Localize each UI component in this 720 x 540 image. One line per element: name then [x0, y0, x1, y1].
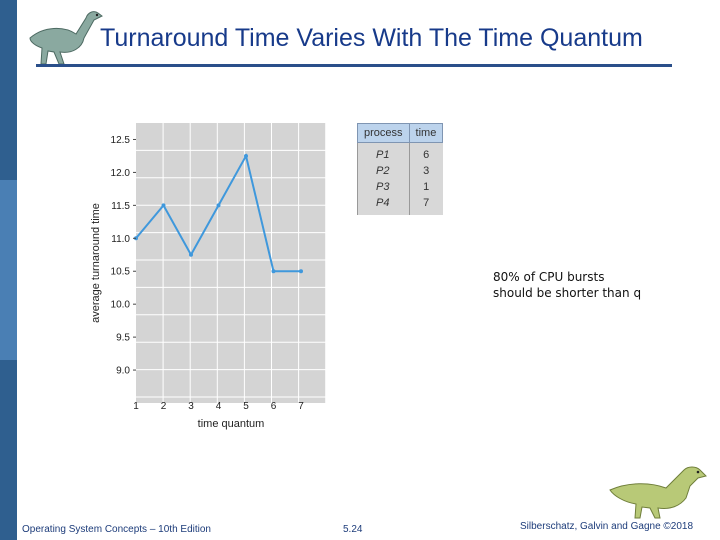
footer-page-number: 5.24 [343, 524, 363, 535]
footer-copyright: Silberschatz, Galvin and Gagne ©2018 [520, 521, 694, 532]
data-point [216, 203, 221, 208]
process-name: P3 [357, 179, 410, 195]
x-tick-label: 6 [271, 401, 277, 412]
process-name: P2 [357, 163, 410, 179]
y-tick-label: 11.5 [111, 201, 130, 212]
process-name: P1 [357, 142, 410, 163]
note-line: 80% of CPU bursts [493, 270, 605, 284]
y-tick-label: 10.0 [111, 300, 131, 311]
note-line: should be shorter than q [493, 286, 642, 300]
table-row: P2 3 [357, 163, 443, 179]
process-table: process time P1 6 P2 3 P3 1 P4 7 [357, 123, 444, 215]
table-row: P4 7 [357, 195, 443, 215]
cpu-burst-note: 80% of CPU bursts should be shorter than… [493, 269, 641, 301]
table-header-time: time [408, 123, 444, 143]
plot-area [136, 123, 326, 403]
process-time: 1 [408, 179, 443, 195]
process-time: 7 [408, 195, 443, 215]
process-time: 6 [408, 142, 443, 163]
y-tick-label: 12.0 [111, 168, 131, 179]
y-tick-label: 9.5 [116, 333, 130, 344]
y-tick-label: 9.0 [116, 366, 130, 377]
x-tick-label: 4 [216, 401, 222, 412]
data-point [244, 153, 248, 158]
x-tick-label: 2 [161, 401, 167, 412]
x-tick-label: 5 [243, 401, 249, 412]
x-tick-label: 1 [133, 401, 139, 412]
y-axis-label: average turnaround time [90, 203, 102, 323]
table-header-process: process [357, 123, 410, 143]
x-axis-label: time quantum [198, 418, 265, 430]
x-tick-label: 3 [188, 401, 194, 412]
data-point [299, 269, 303, 274]
table-row: P3 1 [357, 179, 443, 195]
turnaround-line-chart: 9.0 9.5 10.0 10.5 11.0 11.5 12.0 12.5 1 2 3 4 5 6 7 t… [90, 123, 327, 430]
data-point [189, 252, 193, 257]
process-name: P4 [357, 195, 410, 215]
table-row: P1 6 [357, 142, 443, 163]
x-tick-label: 7 [298, 401, 304, 412]
title-underline [36, 64, 672, 67]
y-tick-label: 11.0 [111, 234, 130, 245]
process-time: 3 [408, 163, 443, 179]
footer-book-title: Operating System Concepts – 10th Edition [22, 524, 211, 535]
slide-title: Turnaround Time Varies With The Time Qua… [100, 24, 643, 52]
slide-sidebar [0, 0, 17, 540]
dinosaur-logo-icon [29, 11, 103, 65]
data-point [161, 203, 166, 208]
data-point [271, 269, 276, 274]
y-tick-label: 10.5 [111, 267, 131, 278]
y-tick-label: 12.5 [111, 135, 131, 146]
dinosaur-footer-icon [609, 466, 707, 519]
sidebar-segment [0, 180, 17, 360]
